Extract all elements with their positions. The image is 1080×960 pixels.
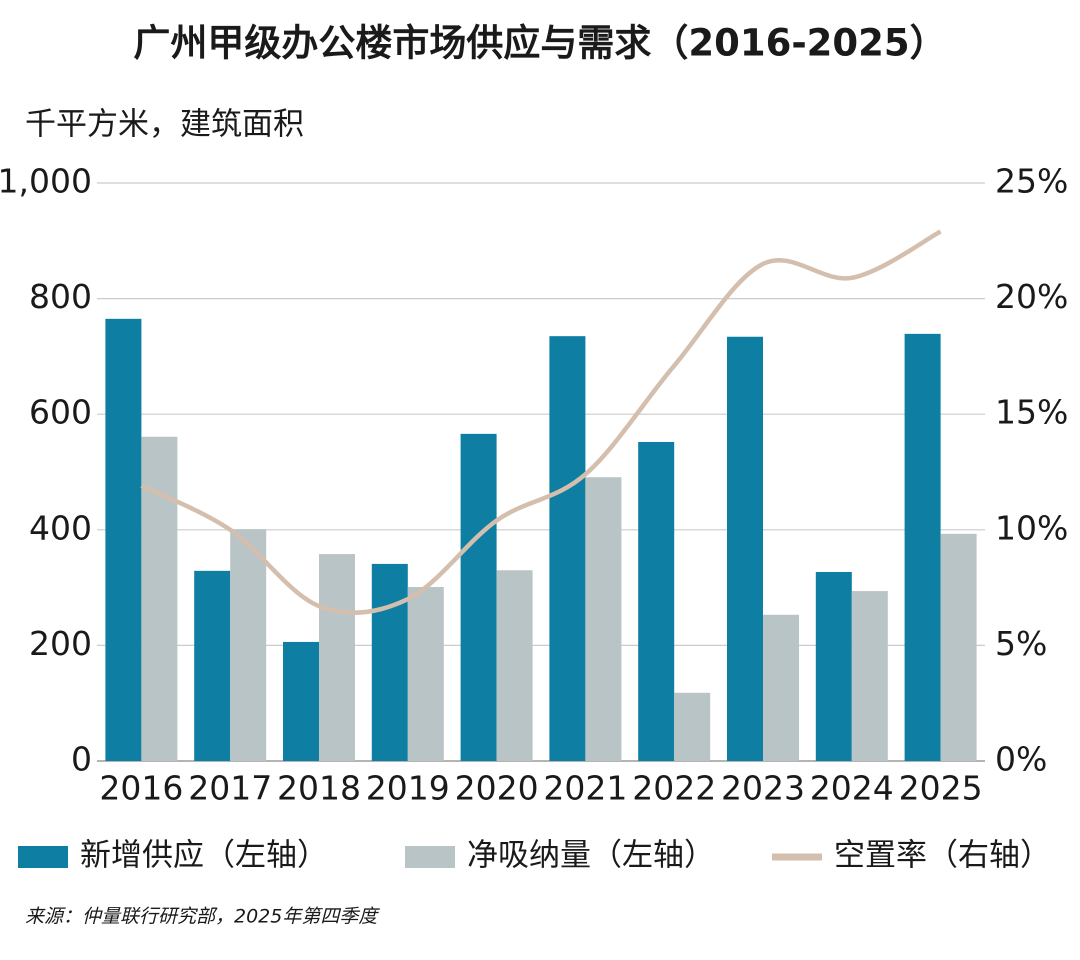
bar xyxy=(815,571,852,761)
legend-label: 空置率（右轴） xyxy=(834,838,1051,874)
y2-tick-label: 0% xyxy=(995,740,1047,779)
bar xyxy=(407,587,444,761)
bar xyxy=(638,441,675,761)
x-tick-label: 2022 xyxy=(632,769,716,808)
chart-title: 广州甲级办公楼市场供应与需求（2016-2025） xyxy=(133,22,946,65)
bar xyxy=(105,318,142,761)
x-tick-label: 2016 xyxy=(99,769,183,808)
y-tick-label: 200 xyxy=(29,624,92,663)
bar xyxy=(549,336,586,761)
y2-tick-label: 5% xyxy=(995,624,1047,663)
x-tick-label: 2021 xyxy=(543,769,627,808)
legend-label: 净吸纳量（左轴） xyxy=(467,838,715,874)
y-tick-label: 400 xyxy=(29,508,92,547)
bar xyxy=(496,570,533,761)
source: 来源：仲量联行研究部，2025年第四季度 xyxy=(25,906,380,928)
legend-swatch xyxy=(405,846,455,868)
bar xyxy=(283,641,319,761)
y2-tick-label: 25% xyxy=(995,162,1068,201)
x-tick-label: 2020 xyxy=(455,769,539,808)
x-tick-label: 2025 xyxy=(899,769,983,808)
y-tick-label: 0 xyxy=(71,740,92,779)
x-tick-label: 2019 xyxy=(366,769,450,808)
y2-tick-label: 15% xyxy=(995,393,1068,432)
legend-swatch xyxy=(18,846,68,868)
y2-tick-label: 10% xyxy=(995,508,1068,547)
bar xyxy=(460,433,497,761)
bar xyxy=(763,614,799,761)
y-tick-label: 1,000 xyxy=(0,162,92,201)
bar xyxy=(141,436,178,761)
bar xyxy=(194,570,231,761)
y2-tick-label: 20% xyxy=(995,277,1068,316)
bar xyxy=(727,336,763,761)
bar xyxy=(674,692,711,761)
bar xyxy=(851,591,888,761)
x-tick-label: 2024 xyxy=(810,769,894,808)
y-tick-label: 600 xyxy=(29,393,92,432)
bar xyxy=(940,533,977,761)
y-tick-label: 800 xyxy=(29,277,92,316)
x-tick-label: 2017 xyxy=(188,769,272,808)
x-tick-label: 2023 xyxy=(721,769,805,808)
bar xyxy=(230,529,267,761)
bar xyxy=(585,477,622,761)
bar xyxy=(904,333,941,761)
legend-label: 新增供应（左轴） xyxy=(80,838,328,874)
x-tick-label: 2018 xyxy=(277,769,361,808)
line xyxy=(140,229,942,616)
y-axis-label: 千平方米，建筑面积 xyxy=(25,107,304,143)
bar xyxy=(319,554,355,761)
bar xyxy=(371,563,408,761)
